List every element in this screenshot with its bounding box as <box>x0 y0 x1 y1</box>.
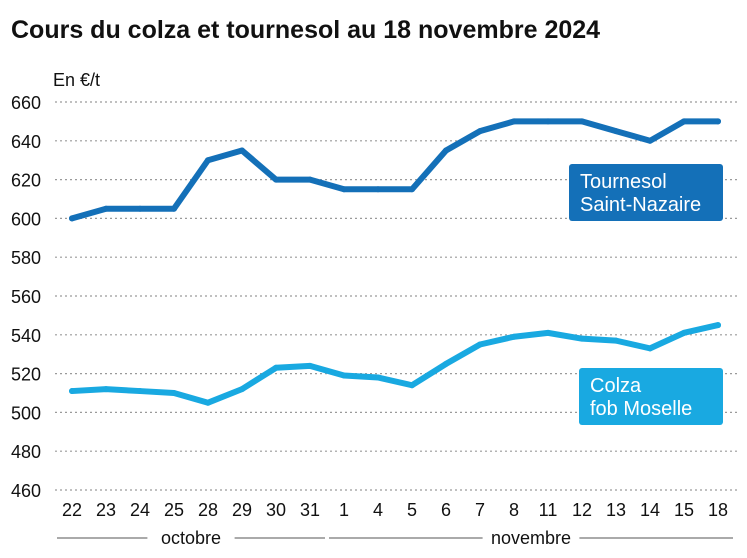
data-point <box>273 364 279 371</box>
x-tick-label: 30 <box>266 500 286 520</box>
month-groups: octobre novembre <box>57 528 733 548</box>
x-tick-label: 22 <box>62 500 82 520</box>
data-point <box>613 128 619 135</box>
data-point <box>239 147 245 154</box>
x-tick-label: 12 <box>572 500 592 520</box>
month-label: novembre <box>491 528 571 548</box>
data-point <box>647 137 653 144</box>
y-tick-label: 640 <box>11 132 41 152</box>
series-line-tournesol <box>69 118 721 222</box>
x-tick-label: 28 <box>198 500 218 520</box>
data-point <box>239 386 245 393</box>
data-point <box>409 382 415 389</box>
y-tick-label: 560 <box>11 287 41 307</box>
x-tick-label: 29 <box>232 500 252 520</box>
chart-title: Cours du colza et tournesol au 18 novemb… <box>11 16 601 44</box>
series-line-colza <box>69 322 721 406</box>
data-point <box>307 362 313 369</box>
data-point <box>613 337 619 344</box>
x-tick-label: 4 <box>373 500 383 520</box>
series-label-box <box>569 164 723 221</box>
y-tick-label: 620 <box>11 171 41 191</box>
data-point <box>103 205 109 212</box>
series-lines <box>69 118 721 406</box>
data-point <box>69 388 75 395</box>
data-point <box>681 329 687 336</box>
x-axis-ticks: 22 23 24 25 28 29 30 31 1 4 5 6 7 8 11 12 13 14 15 18 <box>62 500 728 520</box>
y-tick-label: 460 <box>11 481 41 501</box>
data-point <box>511 333 517 340</box>
data-point <box>69 215 75 222</box>
x-tick-label: 1 <box>339 500 349 520</box>
y-tick-label: 600 <box>11 209 41 229</box>
data-point <box>477 341 483 348</box>
data-point <box>205 399 211 406</box>
data-point <box>511 118 517 125</box>
data-point <box>443 147 449 154</box>
x-tick-label: 25 <box>164 500 184 520</box>
data-point <box>375 186 381 193</box>
data-point <box>137 205 143 212</box>
x-tick-label: 5 <box>407 500 417 520</box>
series-label-text: Colza <box>590 375 642 397</box>
data-point <box>477 128 483 135</box>
data-point <box>307 176 313 183</box>
gridlines <box>55 101 737 491</box>
series-label-box <box>579 368 723 425</box>
x-tick-label: 13 <box>606 500 626 520</box>
data-point <box>545 329 551 336</box>
y-tick-label: 520 <box>11 365 41 385</box>
y-axis-ticks: 460 480 500 520 540 560 580 600 620 640 660 <box>11 93 41 501</box>
data-point <box>647 345 653 352</box>
y-tick-label: 660 <box>11 93 41 113</box>
x-tick-label: 11 <box>539 500 558 520</box>
series-label-text: fob Moselle <box>590 398 692 420</box>
data-point <box>273 176 279 183</box>
data-point <box>205 157 211 164</box>
data-point <box>137 388 143 395</box>
x-tick-label: 24 <box>130 500 150 520</box>
x-tick-label: 14 <box>640 500 660 520</box>
y-tick-label: 580 <box>11 248 41 268</box>
series-label-text: Tournesol <box>580 171 667 193</box>
x-tick-label: 18 <box>708 500 728 520</box>
x-tick-label: 6 <box>441 500 451 520</box>
data-point <box>545 118 551 125</box>
series-label-text: Saint-Nazaire <box>580 194 701 216</box>
data-point <box>375 374 381 381</box>
data-point <box>579 335 585 342</box>
month-label: octobre <box>161 528 221 548</box>
data-point <box>341 186 347 193</box>
x-tick-label: 31 <box>300 500 320 520</box>
data-point <box>409 186 415 193</box>
data-point <box>715 118 721 125</box>
data-point <box>103 386 109 393</box>
data-point <box>681 118 687 125</box>
data-point <box>171 390 177 396</box>
x-tick-label: 15 <box>674 500 694 520</box>
x-tick-label: 7 <box>475 500 485 520</box>
data-point <box>443 360 449 367</box>
data-point <box>171 205 177 212</box>
y-axis-unit-label: En €/t <box>53 70 100 90</box>
data-point <box>341 372 347 379</box>
data-point <box>715 322 721 329</box>
x-tick-label: 23 <box>96 500 116 520</box>
x-tick-label: 8 <box>509 500 519 520</box>
y-tick-label: 500 <box>11 403 41 423</box>
data-point <box>579 118 585 125</box>
y-tick-label: 540 <box>11 326 41 346</box>
y-tick-label: 480 <box>11 442 41 462</box>
